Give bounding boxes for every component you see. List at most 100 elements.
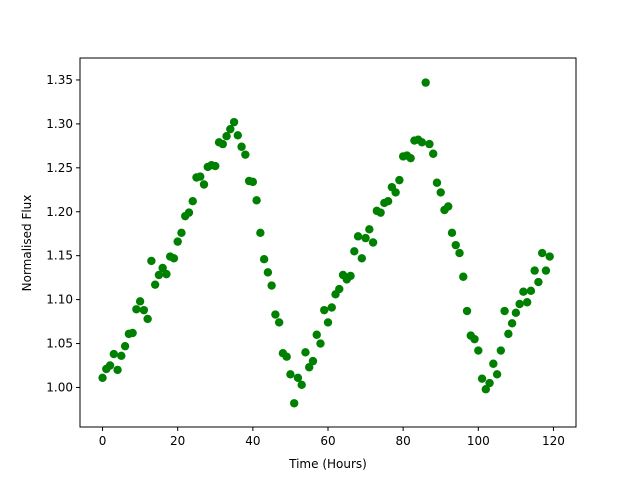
data-point xyxy=(184,208,194,217)
x-tick-label: 80 xyxy=(396,434,411,448)
y-tick-label: 1.20 xyxy=(46,205,73,219)
data-point xyxy=(481,385,491,394)
data-point xyxy=(537,248,547,258)
data-point xyxy=(534,277,543,287)
data-point xyxy=(113,365,122,375)
data-point xyxy=(173,237,182,246)
x-tick-label: 100 xyxy=(467,434,490,448)
data-point xyxy=(252,196,261,205)
data-point xyxy=(305,363,314,372)
data-point xyxy=(308,356,318,366)
data-point xyxy=(162,269,171,279)
y-tick-label: 1.30 xyxy=(46,117,73,131)
data-point xyxy=(293,373,303,382)
data-point xyxy=(282,352,291,361)
y-axis-label: Normalised Flux xyxy=(20,195,34,292)
data-point xyxy=(541,266,551,275)
data-point xyxy=(425,139,434,149)
data-point xyxy=(222,131,231,141)
data-point xyxy=(316,339,325,348)
data-point xyxy=(526,286,536,296)
data-point xyxy=(229,117,239,127)
data-point xyxy=(274,318,284,327)
data-point xyxy=(289,399,299,408)
data-point xyxy=(515,299,524,309)
data-point xyxy=(98,373,107,382)
y-tick-label: 1.35 xyxy=(46,73,73,87)
data-point xyxy=(117,351,126,361)
data-point xyxy=(128,328,137,338)
data-point xyxy=(323,318,333,327)
data-point xyxy=(383,197,393,206)
data-point xyxy=(267,281,276,290)
data-point xyxy=(147,256,156,266)
data-point xyxy=(350,247,359,256)
data-point xyxy=(511,308,521,317)
data-point xyxy=(218,139,227,149)
data-point xyxy=(346,271,355,281)
data-point xyxy=(477,374,487,383)
data-point xyxy=(406,153,415,163)
y-tick-label: 1.05 xyxy=(46,337,73,351)
data-point xyxy=(120,341,130,351)
data-point xyxy=(105,361,115,370)
data-point xyxy=(143,314,152,324)
data-point xyxy=(496,346,506,355)
x-axis-label: Time (Hours) xyxy=(288,457,367,471)
data-point xyxy=(361,233,370,243)
x-tick-label: 60 xyxy=(320,434,335,448)
x-tick-label: 40 xyxy=(245,434,260,448)
data-point xyxy=(327,303,336,312)
y-tick-label: 1.00 xyxy=(46,380,73,394)
data-point xyxy=(256,228,265,238)
data-point xyxy=(132,305,141,314)
data-point xyxy=(365,225,374,234)
data-point xyxy=(271,310,280,319)
x-axis: 0 20 40 60 80 100 120 xyxy=(99,427,565,448)
data-point xyxy=(492,370,502,379)
data-point xyxy=(297,380,306,390)
data-point xyxy=(177,228,186,238)
data-point xyxy=(530,266,539,275)
data-point xyxy=(150,280,160,289)
data-point xyxy=(462,306,472,316)
x-tick-label: 20 xyxy=(170,434,185,448)
data-point xyxy=(504,329,513,339)
data-point xyxy=(489,359,498,368)
data-point xyxy=(470,334,479,344)
data-point xyxy=(436,188,445,197)
data-point xyxy=(507,319,517,328)
data-point xyxy=(199,180,209,189)
data-point xyxy=(353,232,363,241)
y-tick-label: 1.15 xyxy=(46,249,73,263)
data-point xyxy=(211,161,220,171)
data-point xyxy=(320,305,329,315)
data-point xyxy=(368,238,378,247)
data-point xyxy=(451,240,460,250)
data-point xyxy=(286,370,295,379)
data-point xyxy=(226,124,235,134)
data-point xyxy=(522,298,532,307)
data-point xyxy=(447,228,457,238)
data-point xyxy=(429,149,438,158)
data-point xyxy=(500,306,509,316)
data-point xyxy=(233,131,243,140)
data-point xyxy=(444,202,453,211)
data-point xyxy=(459,272,468,281)
data-point xyxy=(391,188,400,197)
data-point xyxy=(139,305,149,315)
data-point xyxy=(158,263,167,273)
data-point xyxy=(519,287,528,296)
data-point xyxy=(301,348,310,357)
data-point xyxy=(432,178,442,187)
y-axis: 1.00 1.05 1.10 1.15 1.20 1.25 1.30 1.35 xyxy=(46,73,80,394)
data-point xyxy=(395,175,404,185)
x-tick-label: 120 xyxy=(542,434,565,448)
data-point xyxy=(455,248,464,258)
data-point xyxy=(312,330,321,339)
data-points xyxy=(98,78,554,408)
data-point xyxy=(237,142,246,151)
data-point xyxy=(259,254,269,264)
